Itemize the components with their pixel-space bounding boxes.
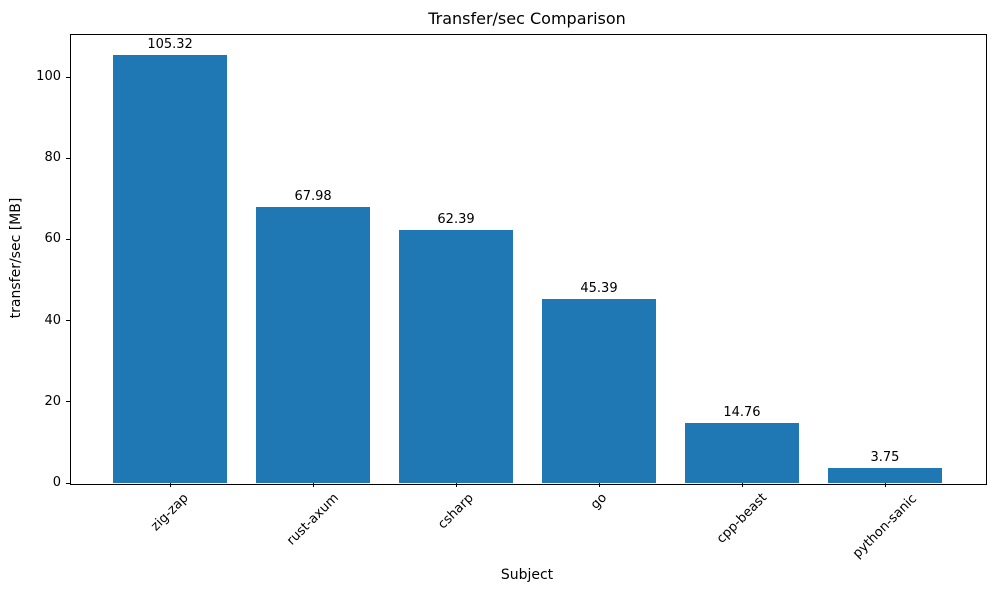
bar xyxy=(684,423,800,483)
y-axis-label: transfer/sec [MB] xyxy=(8,197,24,319)
x-tick-label: zig-zap xyxy=(148,490,192,535)
y-tick-label: 60 xyxy=(44,231,61,247)
bar xyxy=(827,467,943,483)
bar xyxy=(398,229,514,483)
bar xyxy=(541,298,657,483)
bar-value-label: 45.39 xyxy=(580,280,618,296)
y-tick-label: 100 xyxy=(36,69,61,85)
x-tick-label: python-sanic xyxy=(849,491,920,561)
y-tick-label: 40 xyxy=(44,312,61,328)
y-tick xyxy=(66,76,70,78)
x-axis-label: Subject xyxy=(500,567,554,583)
x-tick xyxy=(170,483,172,487)
bar-value-label: 105.32 xyxy=(147,37,193,53)
y-tick-label: 80 xyxy=(44,150,61,166)
x-tick-label: csharp xyxy=(435,491,477,533)
x-tick xyxy=(884,483,886,487)
x-tick xyxy=(456,483,458,487)
x-tick xyxy=(313,483,315,487)
bar-value-label: 62.39 xyxy=(437,211,475,227)
chart-title: Transfer/sec Comparison xyxy=(428,9,626,28)
y-tick xyxy=(66,157,70,159)
x-tick-label: go xyxy=(587,490,611,513)
y-tick xyxy=(66,320,70,322)
y-tick xyxy=(66,482,70,484)
y-tick-label: 20 xyxy=(44,393,61,409)
x-tick-label: cpp-beast xyxy=(713,490,771,548)
bar xyxy=(255,207,371,483)
y-tick-label: 0 xyxy=(52,475,61,490)
y-tick xyxy=(66,238,70,240)
bar xyxy=(112,55,228,483)
x-tick xyxy=(598,483,600,487)
x-tick-label: rust-axum xyxy=(284,491,342,549)
bar-value-label: 67.98 xyxy=(294,189,332,205)
bar-value-label: 14.76 xyxy=(723,405,761,421)
y-tick xyxy=(66,401,70,403)
x-tick xyxy=(741,483,743,487)
bar-value-label: 3.75 xyxy=(870,449,900,465)
